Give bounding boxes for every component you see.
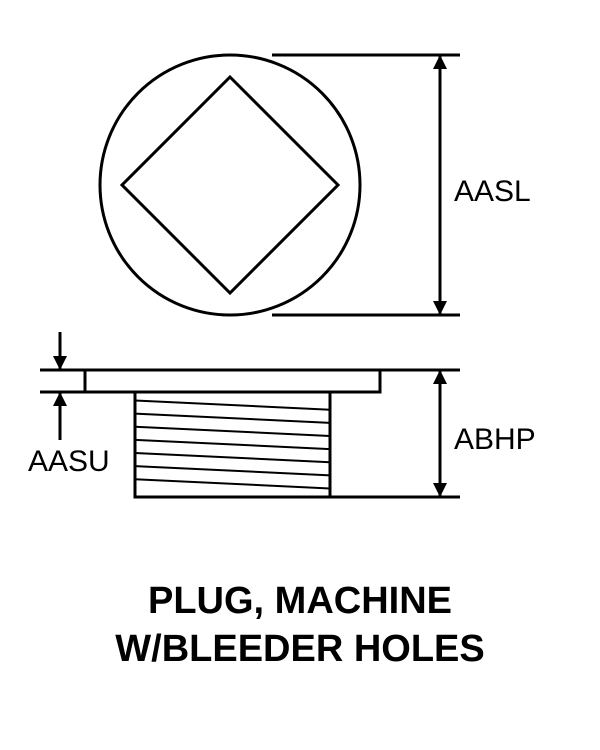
technical-diagram: AASL ABHP AASU PLUG, MACHINE W/BLEEDER H… bbox=[0, 0, 600, 750]
label-aasl: AASL bbox=[454, 175, 531, 209]
caption-line2: W/BLEEDER HOLES bbox=[0, 628, 600, 671]
label-aasu: AASU bbox=[28, 445, 110, 479]
label-abhp: ABHP bbox=[454, 423, 536, 457]
caption-line1: PLUG, MACHINE bbox=[0, 580, 600, 623]
